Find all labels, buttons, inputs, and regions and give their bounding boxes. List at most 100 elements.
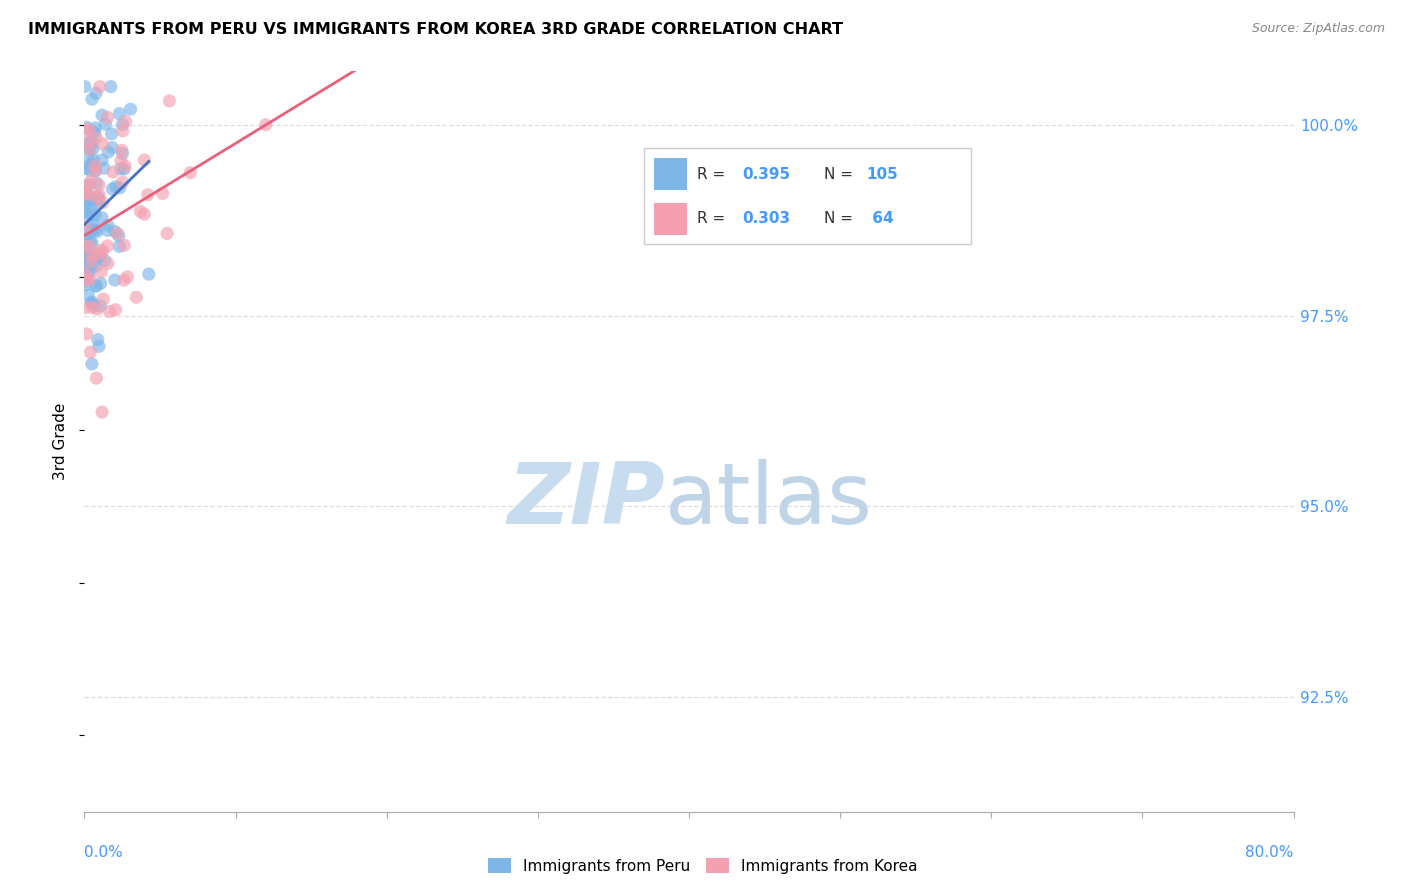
Point [86, 249, 108, 263]
Point [82, 153, 104, 167]
Text: N =: N = [824, 167, 858, 182]
Point [91, 405, 114, 419]
Point [101, 140, 124, 154]
Point [87, 247, 110, 261]
Point [97, 111, 120, 125]
Point [120, 102, 142, 116]
Text: N =: N = [824, 211, 858, 226]
Point [86, 371, 108, 385]
Point [86, 279, 108, 293]
Point [94, 117, 117, 131]
Point [73, 194, 96, 209]
Point [87, 190, 110, 204]
Point [90, 277, 112, 291]
Point [77, 150, 100, 164]
Point [134, 207, 156, 221]
Point [83, 299, 105, 313]
Point [96, 223, 118, 237]
Point [108, 239, 131, 253]
Point [77, 135, 100, 149]
Point [91, 292, 114, 306]
Point [138, 267, 160, 281]
Point [75, 161, 97, 176]
Point [114, 114, 136, 128]
Point [76, 273, 98, 287]
Point [125, 290, 148, 304]
Text: IMMIGRANTS FROM PERU VS IMMIGRANTS FROM KOREA 3RD GRADE CORRELATION CHART: IMMIGRANTS FROM PERU VS IMMIGRANTS FROM … [28, 22, 844, 37]
Point [117, 269, 139, 284]
Point [84, 252, 107, 267]
Point [75, 122, 97, 136]
Point [80, 236, 103, 251]
Point [79, 123, 101, 137]
Point [84, 249, 107, 263]
Point [83, 126, 105, 140]
Point [91, 244, 114, 259]
Point [79, 142, 101, 156]
Text: 0.303: 0.303 [742, 211, 790, 226]
Point [80, 193, 103, 207]
Point [254, 118, 277, 132]
Point [111, 118, 134, 132]
Point [84, 164, 107, 178]
Text: 64: 64 [866, 211, 893, 226]
Point [75, 189, 97, 203]
Text: Source: ZipAtlas.com: Source: ZipAtlas.com [1251, 22, 1385, 36]
Point [156, 227, 179, 241]
FancyBboxPatch shape [654, 158, 686, 190]
Point [111, 146, 134, 161]
Point [97, 256, 120, 270]
Point [86, 131, 108, 145]
Point [134, 153, 156, 167]
Point [84, 120, 107, 135]
Point [79, 136, 101, 150]
Point [82, 301, 104, 315]
Point [112, 238, 135, 252]
Point [110, 153, 132, 168]
Point [79, 260, 101, 275]
Point [84, 208, 107, 222]
Point [79, 272, 101, 286]
Point [75, 186, 97, 201]
Point [87, 193, 110, 207]
Point [80, 191, 103, 205]
Point [77, 249, 100, 263]
Point [76, 326, 98, 341]
Point [107, 228, 129, 243]
Text: 80.0%: 80.0% [1246, 845, 1294, 860]
Point [87, 178, 110, 193]
Point [82, 157, 104, 171]
Point [157, 94, 180, 108]
Point [77, 254, 100, 268]
Point [80, 224, 103, 238]
Point [91, 136, 114, 151]
Point [108, 181, 131, 195]
Point [73, 79, 96, 94]
Legend: Immigrants from Peru, Immigrants from Korea: Immigrants from Peru, Immigrants from Ko… [482, 852, 924, 880]
Point [79, 163, 101, 178]
Point [73, 244, 96, 259]
Point [84, 163, 107, 178]
Point [80, 296, 103, 310]
Point [152, 186, 174, 201]
Point [73, 182, 96, 196]
Point [82, 136, 104, 150]
Point [77, 178, 100, 193]
Point [86, 301, 108, 316]
Point [87, 333, 110, 347]
Point [108, 106, 131, 120]
Point [73, 238, 96, 252]
Point [80, 92, 103, 106]
Point [75, 241, 97, 255]
Point [84, 222, 107, 236]
Point [98, 304, 121, 318]
Point [77, 267, 100, 281]
Point [179, 166, 201, 180]
Point [75, 222, 97, 236]
Point [129, 204, 152, 219]
Point [82, 125, 104, 139]
Point [97, 219, 120, 233]
Point [84, 87, 107, 101]
Point [89, 188, 111, 202]
Point [89, 299, 111, 313]
